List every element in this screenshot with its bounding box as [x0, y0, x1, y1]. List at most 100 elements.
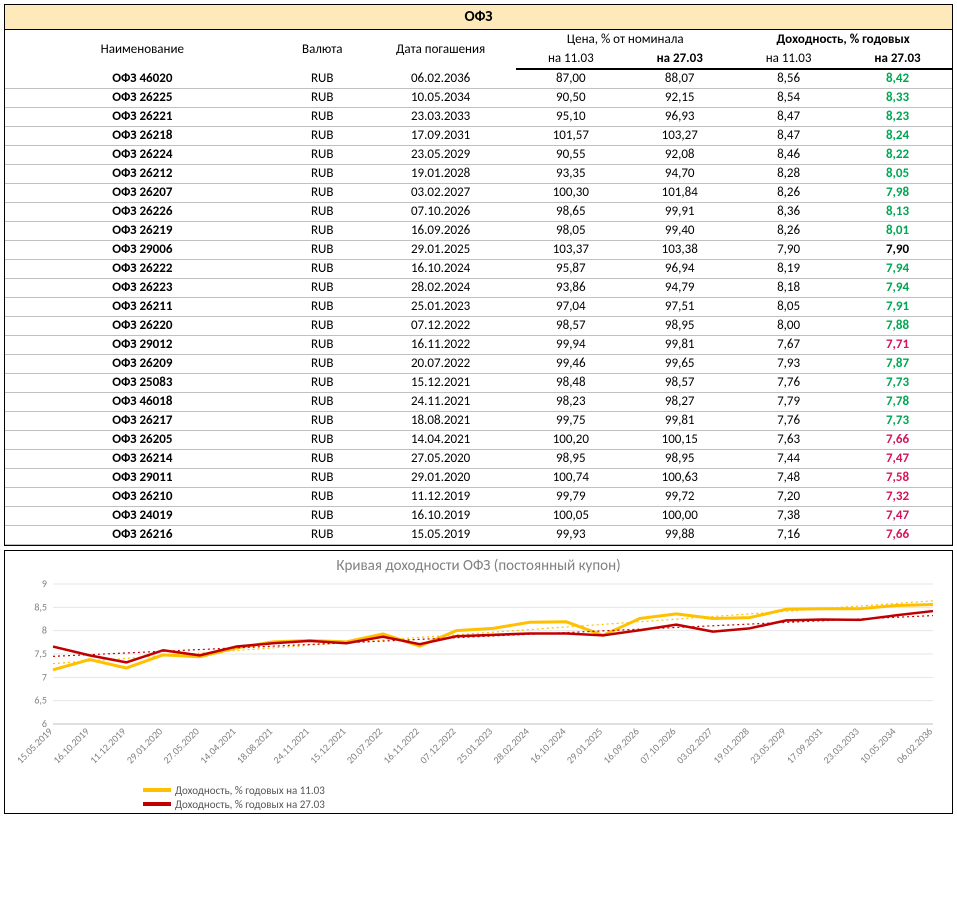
th-maturity: Дата погашения — [365, 30, 517, 69]
table-row: ОФЗ 26220RUB07.12.202298,5798,958,007,88 — [5, 316, 952, 335]
chart-panel: Кривая доходности ОФЗ (постоянный купон)… — [4, 550, 953, 814]
svg-text:16.10.2019: 16.10.2019 — [50, 724, 91, 765]
cell-name: ОФЗ 26216 — [5, 525, 280, 544]
cell-price2: 98,95 — [625, 316, 734, 335]
cell-yield1: 8,54 — [734, 88, 843, 107]
cell-name: ОФЗ 26207 — [5, 183, 280, 202]
cell-price1: 93,86 — [516, 278, 625, 297]
table-row: ОФЗ 26226RUB07.10.202698,6599,918,368,13 — [5, 202, 952, 221]
cell-currency: RUB — [280, 297, 365, 316]
svg-text:8,5: 8,5 — [34, 600, 47, 613]
svg-text:15.12.2021: 15.12.2021 — [307, 724, 348, 765]
cell-currency: RUB — [280, 259, 365, 278]
svg-text:25.01.2023: 25.01.2023 — [454, 724, 495, 765]
cell-price1: 99,94 — [516, 335, 625, 354]
cell-yield1: 8,36 — [734, 202, 843, 221]
cell-yield2: 7,47 — [843, 449, 952, 468]
legend-swatch-icon — [143, 802, 171, 806]
cell-price2: 99,72 — [625, 487, 734, 506]
cell-currency: RUB — [280, 240, 365, 259]
svg-text:9: 9 — [42, 579, 47, 590]
cell-name: ОФЗ 29006 — [5, 240, 280, 259]
cell-date: 15.12.2021 — [365, 373, 517, 392]
cell-yield1: 8,05 — [734, 297, 843, 316]
cell-price1: 100,74 — [516, 468, 625, 487]
svg-text:07.10.2026: 07.10.2026 — [637, 724, 678, 765]
cell-yield1: 7,79 — [734, 392, 843, 411]
cell-name: ОФЗ 26217 — [5, 411, 280, 430]
cell-yield2: 7,66 — [843, 430, 952, 449]
svg-text:16.09.2026: 16.09.2026 — [600, 724, 641, 765]
cell-name: ОФЗ 46020 — [5, 69, 280, 88]
cell-currency: RUB — [280, 316, 365, 335]
cell-price1: 100,20 — [516, 430, 625, 449]
table-body: ОФЗ 46020RUB06.02.203687,0088,078,568,42… — [5, 69, 952, 544]
cell-currency: RUB — [280, 411, 365, 430]
cell-yield1: 7,67 — [734, 335, 843, 354]
table-row: ОФЗ 26210RUB11.12.201999,7999,727,207,32 — [5, 487, 952, 506]
table-row: ОФЗ 29006RUB29.01.2025103,37103,387,907,… — [5, 240, 952, 259]
cell-price2: 99,88 — [625, 525, 734, 544]
cell-price1: 98,05 — [516, 221, 625, 240]
cell-price1: 97,04 — [516, 297, 625, 316]
cell-date: 15.05.2019 — [365, 525, 517, 544]
cell-currency: RUB — [280, 373, 365, 392]
cell-yield1: 7,63 — [734, 430, 843, 449]
cell-yield2: 7,71 — [843, 335, 952, 354]
cell-currency: RUB — [280, 506, 365, 525]
cell-price2: 98,95 — [625, 449, 734, 468]
cell-currency: RUB — [280, 430, 365, 449]
cell-currency: RUB — [280, 202, 365, 221]
cell-yield2: 7,98 — [843, 183, 952, 202]
cell-date: 28.02.2024 — [365, 278, 517, 297]
th-price-d2: на 27.03 — [625, 49, 734, 69]
cell-price2: 94,70 — [625, 164, 734, 183]
table-row: ОФЗ 26212RUB19.01.202893,3594,708,288,05 — [5, 164, 952, 183]
cell-date: 16.11.2022 — [365, 335, 517, 354]
cell-currency: RUB — [280, 164, 365, 183]
cell-yield2: 8,42 — [843, 69, 952, 88]
cell-yield2: 7,47 — [843, 506, 952, 525]
cell-date: 16.09.2026 — [365, 221, 517, 240]
cell-price2: 99,65 — [625, 354, 734, 373]
chart-legend: Доходность, % годовых на 11.03 Доходност… — [13, 784, 944, 811]
cell-date: 16.10.2019 — [365, 506, 517, 525]
cell-price1: 101,57 — [516, 126, 625, 145]
svg-text:17.09.2031: 17.09.2031 — [784, 724, 825, 765]
svg-text:16.10.2024: 16.10.2024 — [527, 724, 568, 765]
cell-price1: 95,10 — [516, 107, 625, 126]
cell-currency: RUB — [280, 354, 365, 373]
cell-price2: 98,27 — [625, 392, 734, 411]
cell-yield2: 7,73 — [843, 373, 952, 392]
cell-price1: 93,35 — [516, 164, 625, 183]
cell-yield2: 7,66 — [843, 525, 952, 544]
cell-date: 07.10.2026 — [365, 202, 517, 221]
svg-text:23.05.2029: 23.05.2029 — [747, 724, 788, 765]
svg-text:7: 7 — [42, 670, 47, 683]
cell-date: 29.01.2020 — [365, 468, 517, 487]
svg-text:14.04.2021: 14.04.2021 — [197, 724, 238, 765]
cell-yield2: 7,87 — [843, 354, 952, 373]
table-row: ОФЗ 26223RUB28.02.202493,8694,798,187,94 — [5, 278, 952, 297]
cell-currency: RUB — [280, 183, 365, 202]
cell-price2: 103,27 — [625, 126, 734, 145]
table-row: ОФЗ 26219RUB16.09.202698,0599,408,268,01 — [5, 221, 952, 240]
cell-yield2: 7,91 — [843, 297, 952, 316]
th-currency: Валюта — [280, 30, 365, 69]
cell-price2: 103,38 — [625, 240, 734, 259]
th-name: Наименование — [5, 30, 280, 69]
cell-currency: RUB — [280, 278, 365, 297]
svg-text:06.02.2036: 06.02.2036 — [894, 724, 935, 765]
svg-text:6,5: 6,5 — [34, 693, 47, 706]
cell-name: ОФЗ 24019 — [5, 506, 280, 525]
table-row: ОФЗ 29011RUB29.01.2020100,74100,637,487,… — [5, 468, 952, 487]
cell-price1: 98,95 — [516, 449, 625, 468]
cell-price2: 98,57 — [625, 373, 734, 392]
cell-yield1: 8,26 — [734, 221, 843, 240]
cell-price2: 101,84 — [625, 183, 734, 202]
cell-name: ОФЗ 26220 — [5, 316, 280, 335]
cell-price1: 90,50 — [516, 88, 625, 107]
svg-text:24.11.2021: 24.11.2021 — [270, 724, 311, 765]
cell-currency: RUB — [280, 145, 365, 164]
cell-name: ОФЗ 26218 — [5, 126, 280, 145]
